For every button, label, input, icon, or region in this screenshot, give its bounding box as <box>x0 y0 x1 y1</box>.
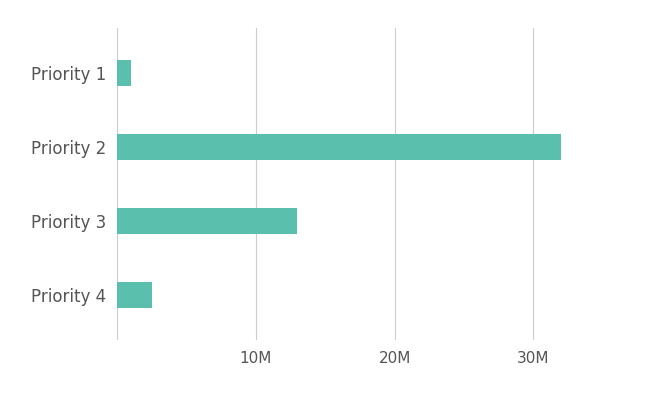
Bar <box>117 208 298 234</box>
Bar <box>117 134 561 160</box>
Bar <box>117 60 131 86</box>
Bar <box>117 282 151 308</box>
